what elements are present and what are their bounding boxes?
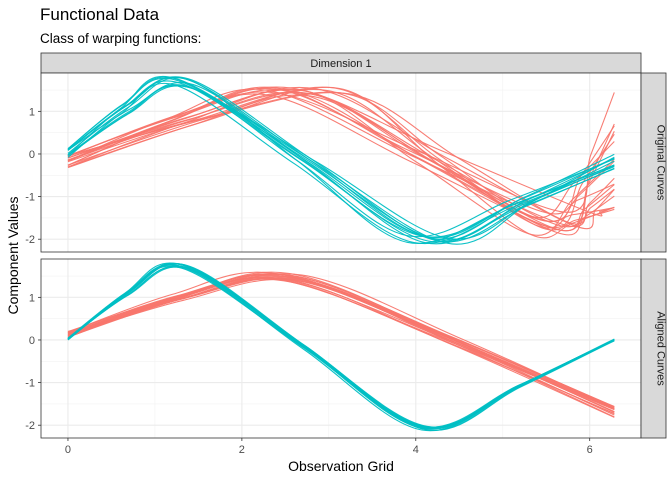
series-line-red xyxy=(67,88,615,229)
series-line-red xyxy=(67,91,615,225)
series-line-red xyxy=(67,93,615,232)
series-line-red xyxy=(67,273,615,409)
series-line-teal xyxy=(67,84,615,238)
x-tick-label: 6 xyxy=(587,444,593,456)
series-line-red xyxy=(67,88,615,236)
chart-subtitle: Class of warping functions: xyxy=(40,31,202,46)
series-line-red xyxy=(67,276,615,418)
series-line-red xyxy=(67,91,615,213)
chart-title: Functional Data xyxy=(40,5,160,24)
series-line-teal xyxy=(67,76,615,243)
series-line-teal xyxy=(67,82,615,245)
series-line-teal xyxy=(67,75,615,245)
y-tick-label: 1 xyxy=(29,292,35,304)
series-line-red xyxy=(67,274,615,408)
series-line-teal xyxy=(67,80,615,238)
facet-strip-column-label: Dimension 1 xyxy=(310,58,371,70)
y-tick-label: -2 xyxy=(25,420,35,432)
series-line-teal xyxy=(67,264,615,431)
facet-strip-row xyxy=(640,72,667,253)
facet-strip-row-label: Original Curves xyxy=(655,125,667,201)
series-line-red xyxy=(67,89,615,236)
y-tick-label: -1 xyxy=(25,378,35,390)
y-tick-label: -1 xyxy=(25,192,35,204)
y-tick-label: -2 xyxy=(25,234,35,246)
series-line-red xyxy=(67,86,615,217)
facet-strip-row-label: Aligned Curves xyxy=(655,311,667,386)
y-tick-label: 1 xyxy=(29,106,35,118)
y-tick-label: 0 xyxy=(29,149,35,161)
x-axis-title: Observation Grid xyxy=(288,458,394,474)
facet-strip-row xyxy=(640,258,667,439)
series-line-red xyxy=(67,89,615,222)
x-tick-label: 4 xyxy=(413,444,419,456)
x-tick-label: 0 xyxy=(65,444,71,456)
y-tick-label: 0 xyxy=(29,335,35,347)
y-axis-title: Component Values xyxy=(5,196,21,314)
panel-background xyxy=(41,73,641,252)
series-line-red xyxy=(67,277,615,411)
x-tick-label: 2 xyxy=(239,444,245,456)
